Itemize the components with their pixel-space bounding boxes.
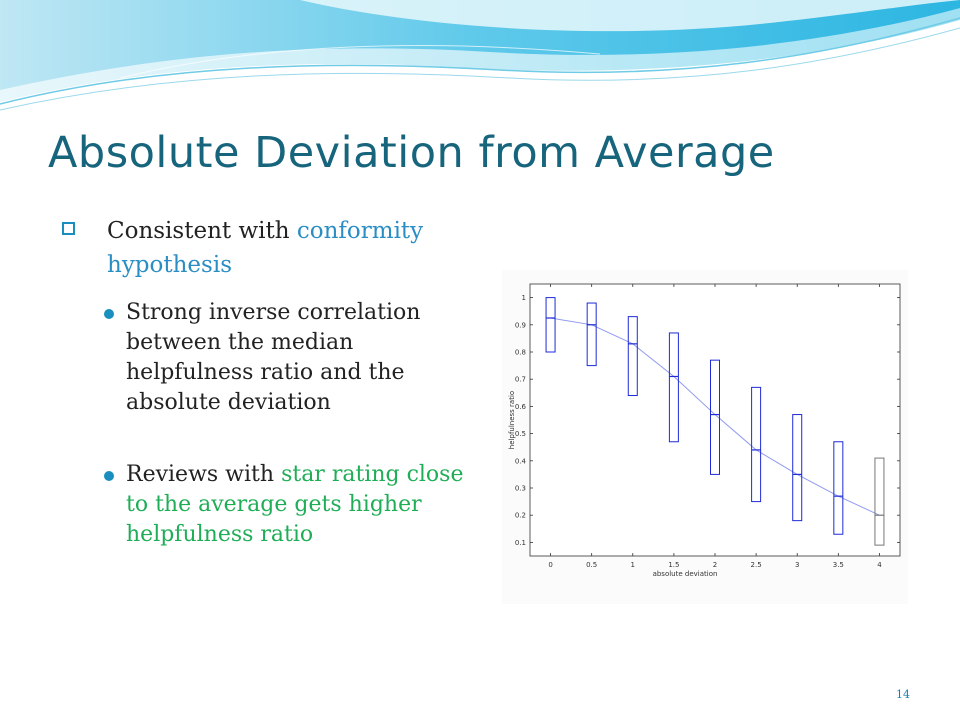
y-tick-label: 0.8 [515, 349, 526, 357]
plot-frame [529, 283, 901, 557]
x-tick-label: 2 [713, 561, 717, 569]
sub-bullet-accent: star rating close to the average gets hi… [126, 462, 464, 547]
y-axis-label: helpfulness ratio [508, 391, 516, 449]
main-bullet-accent: conformity hypothesis [107, 218, 424, 278]
x-tick-label: 0 [548, 561, 552, 569]
boxplot-chart-panel: 0.1 0.2 0.3 0.4 0.5 0.6 0.7 0.8 0.9 1 0 0.5 1 1.5 2 2.5… [502, 270, 908, 604]
x-tick-label: 0.5 [586, 561, 597, 569]
round-bullet-icon [104, 309, 114, 319]
box [545, 297, 556, 353]
main-bullet-text: Consistent with conformity hypothesis [107, 214, 497, 282]
box [586, 302, 597, 367]
x-tick-label: 3 [795, 561, 799, 569]
x-tick-label: 2.5 [751, 561, 762, 569]
round-bullet-icon [104, 471, 114, 481]
y-tick-label: 0.2 [515, 512, 526, 520]
sub-bullet-correlation: Strong inverse correlation between the m… [104, 298, 476, 418]
box [833, 441, 844, 535]
y-tick-label: 0.3 [515, 485, 526, 493]
y-tick-label: 0.5 [515, 430, 526, 438]
box [710, 359, 720, 475]
box [792, 414, 803, 522]
box [751, 386, 762, 503]
y-tick-label: 0.9 [515, 321, 526, 329]
sub-bullet-prefix: Reviews with [126, 462, 282, 487]
y-tick-label: 0.4 [515, 457, 527, 465]
y-tick-label: 1 [522, 294, 526, 302]
box [668, 332, 679, 443]
square-bullet-icon [62, 222, 75, 235]
boxplot-chart: 0.1 0.2 0.3 0.4 0.5 0.6 0.7 0.8 0.9 1 0 0.5 1 1.5 2 2.5… [508, 283, 901, 578]
x-tick-label: 1.5 [668, 561, 679, 569]
x-tick-label: 4 [877, 561, 882, 569]
box [627, 316, 638, 397]
main-bullet-prefix: Consistent with [107, 218, 297, 244]
y-tick-label: 0.1 [515, 539, 526, 547]
y-tick-label: 0.7 [515, 376, 526, 384]
box [874, 457, 885, 546]
slide-title: Absolute Deviation from Average [48, 128, 775, 178]
x-tick-label: 3.5 [833, 561, 844, 569]
page-number: 14 [896, 688, 910, 701]
x-axis-label: absolute deviation [653, 570, 718, 578]
y-tick-label: 0.6 [515, 403, 527, 411]
x-tick-label: 1 [631, 561, 635, 569]
sub-bullet-star-rating: Reviews with star rating close to the av… [104, 460, 476, 550]
sub-bullet-text: Strong inverse correlation between the m… [126, 300, 421, 415]
header-wave-banner [0, 0, 960, 111]
